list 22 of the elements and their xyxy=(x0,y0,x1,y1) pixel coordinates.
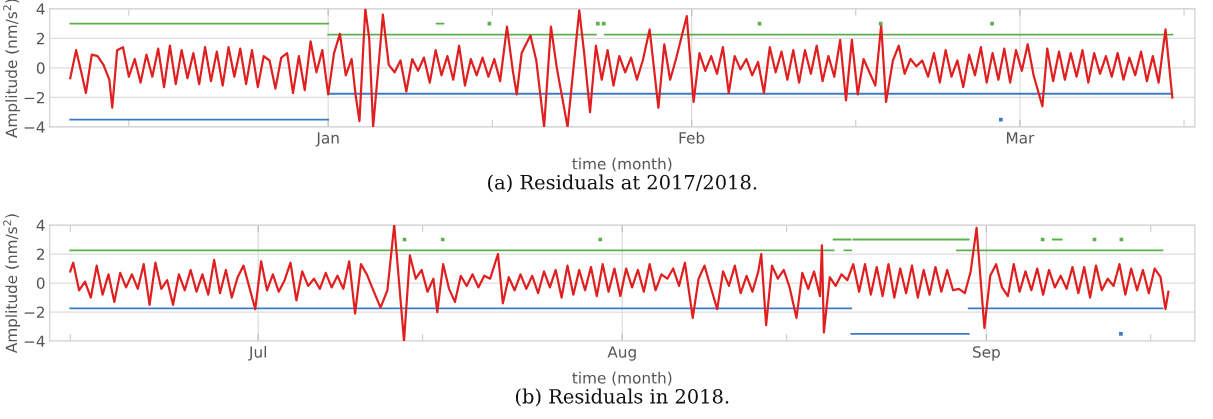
y-axis-title: Amplitude (nm/s$^{2}$) xyxy=(3,0,21,138)
y-tick-label: −4 xyxy=(24,335,45,347)
text: (b) Residuals in 2018. xyxy=(515,388,729,407)
text: (a) Residuals at 2017/2018. xyxy=(488,174,757,193)
y-tick-label: 2 xyxy=(36,248,45,260)
x-tick-label: Aug xyxy=(607,346,636,361)
y-tick-label: 0 xyxy=(36,277,45,290)
y-tick-label: 4 xyxy=(36,219,45,231)
y-tick-label: −2 xyxy=(24,91,45,104)
y-tick-label: 4 xyxy=(36,3,45,15)
y-tick-label: −4 xyxy=(24,121,45,133)
y-axis-title: Amplitude (nm/s$^{2}$) xyxy=(3,214,21,354)
x-axis-title: time (month) xyxy=(572,157,672,172)
y-tick-label: −2 xyxy=(24,306,45,318)
x-tick-label: Mar xyxy=(1007,132,1035,144)
x-axis-title: time (month) xyxy=(572,371,672,386)
x-tick-label: Jan xyxy=(315,132,339,147)
y-tick-label: 2 xyxy=(36,32,45,45)
x-tick-label: Sep xyxy=(972,346,1000,361)
x-tick-label: Feb xyxy=(679,131,705,144)
x-tick-label: Jul xyxy=(248,345,266,361)
y-tick-label: 0 xyxy=(36,62,45,74)
